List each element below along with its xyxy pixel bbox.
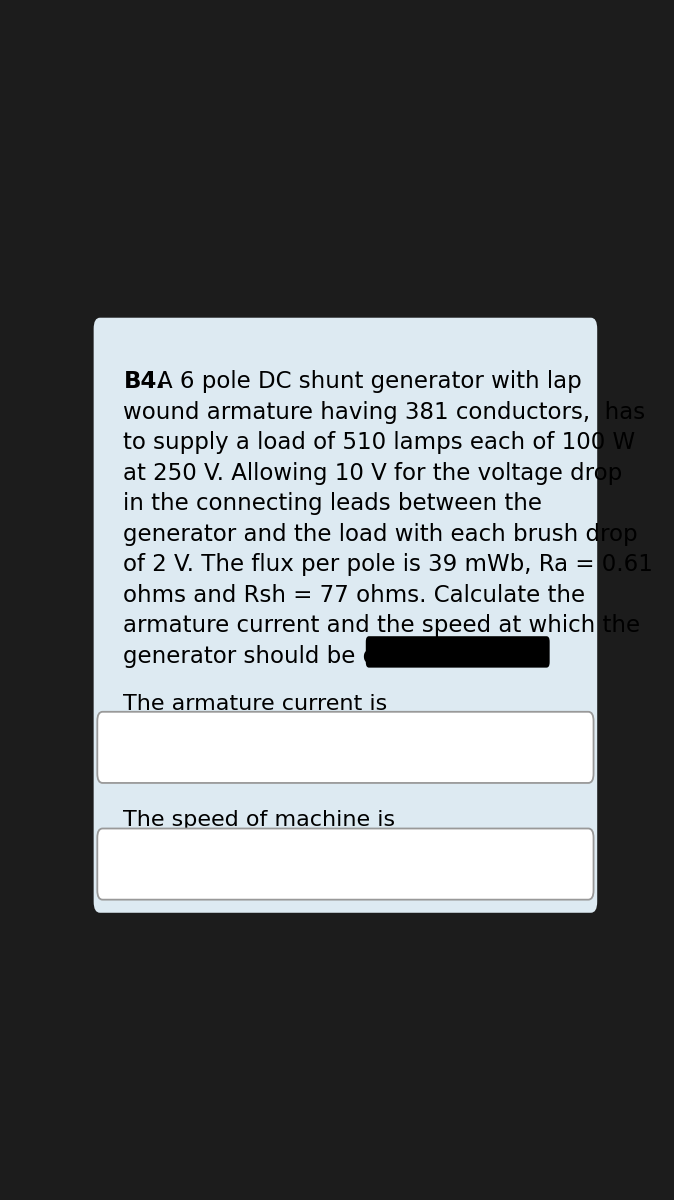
Text: generator and the load with each brush drop: generator and the load with each brush d… (123, 523, 638, 546)
Text: generator should be driven.: generator should be driven. (123, 644, 443, 668)
Text: in the connecting leads between the: in the connecting leads between the (123, 492, 543, 515)
Text: to supply a load of 510 lamps each of 100 W: to supply a load of 510 lamps each of 10… (123, 431, 636, 455)
Text: armature current and the speed at which the: armature current and the speed at which … (123, 614, 640, 637)
FancyBboxPatch shape (94, 318, 597, 913)
Text: ohms and Rsh = 77 ohms. Calculate the: ohms and Rsh = 77 ohms. Calculate the (123, 584, 586, 607)
Text: wound armature having 381 conductors,  has: wound armature having 381 conductors, ha… (123, 401, 646, 424)
FancyBboxPatch shape (97, 712, 594, 782)
FancyBboxPatch shape (366, 636, 550, 667)
Text: at 250 V. Allowing 10 V for the voltage drop: at 250 V. Allowing 10 V for the voltage … (123, 462, 623, 485)
FancyBboxPatch shape (97, 828, 594, 900)
Text: The speed of machine is: The speed of machine is (123, 810, 396, 830)
Text: of 2 V. The flux per pole is 39 mWb, Ra = 0.61: of 2 V. The flux per pole is 39 mWb, Ra … (123, 553, 653, 576)
Text: A 6 pole DC shunt generator with lap: A 6 pole DC shunt generator with lap (158, 371, 582, 394)
Text: B4.: B4. (123, 371, 166, 394)
Text: The armature current is: The armature current is (123, 694, 388, 714)
